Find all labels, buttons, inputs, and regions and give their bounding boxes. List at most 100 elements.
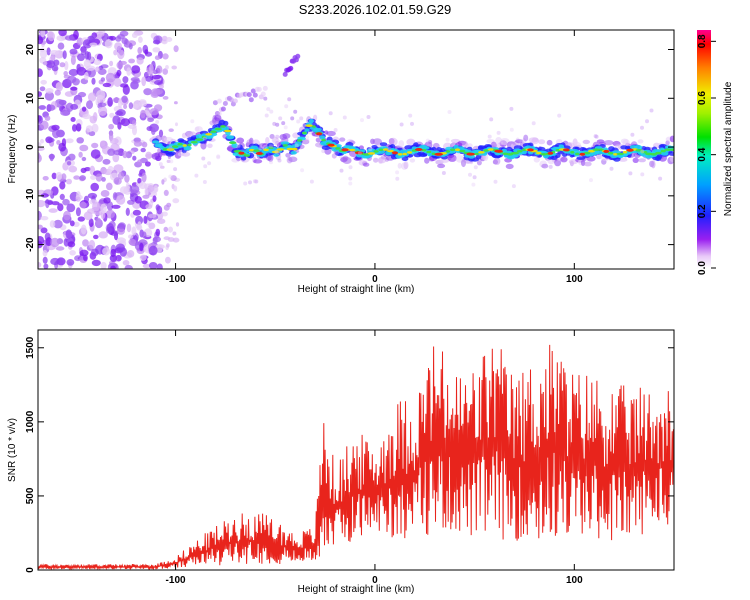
track-core-cell [378,148,384,152]
noise-cell [589,178,593,183]
snr-x-label: Height of straight line (km) [298,584,415,595]
track-core-cell [575,152,580,156]
track-halo-cell [531,137,539,145]
noise-cell [42,256,48,264]
noise-cell [51,172,57,180]
spectrogram-cells [38,30,674,269]
noise-cell [182,152,187,157]
noise-cell [88,131,96,137]
track-core-cell [301,131,307,135]
track-cell [314,127,322,132]
noise-cell [473,165,478,170]
noise-cell [499,141,504,146]
noise-cell [73,30,79,40]
noise-cell [172,198,180,204]
track-core-cell [459,149,466,153]
branch-cell [296,119,301,124]
noise-cell [360,118,364,123]
noise-cell [79,144,89,152]
track-halo-cell [584,161,592,167]
noise-cell [328,111,333,116]
noise-cell [487,134,492,139]
noise-cell [201,156,206,161]
snr-x-tick-label: 0 [372,575,378,586]
noise-cell [97,68,107,75]
noise-cell [51,124,60,131]
track-core-cell [622,150,628,154]
track-core-cell [182,144,187,147]
noise-cell [81,156,87,162]
noise-cell [148,222,156,230]
track-halo-cell [388,137,398,146]
noise-cell [147,117,155,123]
branch-cell [287,97,292,102]
noise-cell [147,213,157,219]
noise-cell [124,174,130,183]
branch-cell [220,106,226,112]
noise-cell [102,247,111,256]
noise-cell [98,231,108,239]
track-core-cell [268,146,274,149]
noise-cell [117,49,125,60]
track-core-cell [483,149,490,152]
noise-cell [156,263,163,269]
noise-cell [46,104,56,111]
track-halo-cell [466,143,473,149]
track-peak-cell [354,151,364,155]
noise-cell [79,175,86,181]
track-core-cell [635,149,644,152]
noise-cell [76,63,81,72]
noise-cell [168,128,174,132]
track-peak-cell [341,148,349,152]
branch-cell [260,91,266,97]
spectrogram-frame [37,29,675,270]
noise-cell [258,146,263,151]
noise-cell [166,243,170,248]
noise-cell [283,125,288,130]
noise-cell [126,223,132,233]
noise-cell [44,91,55,101]
noise-cell [80,167,87,174]
noise-cell [59,193,65,200]
noise-cell [78,151,83,158]
noise-cell [132,79,141,84]
noise-cell [640,172,645,177]
noise-cell [109,138,119,145]
noise-cell [43,61,48,66]
noise-cell [98,106,108,116]
noise-cell [658,176,663,181]
track-core-cell [592,148,600,151]
noise-cell [148,262,158,269]
track-halo-cell [447,154,457,162]
track-halo-cell [253,159,263,164]
track-core-cell [282,144,288,147]
noise-cell [38,200,46,208]
track-core-cell [249,148,255,152]
noise-cell [141,172,147,183]
snr-x-tick-label: -100 [166,575,186,586]
noise-cell [194,173,199,178]
noise-cell [165,256,171,264]
noise-cell [56,35,67,42]
spectrogram-y-tick-label: -10 [25,188,36,203]
track-halo-cell [282,133,291,139]
noise-cell [93,59,101,66]
track-core-cell [522,148,527,151]
noise-cell [125,207,130,216]
track-core-cell [426,150,432,154]
noise-cell [134,196,142,204]
noise-cell [68,68,79,77]
noise-cell [60,109,71,116]
spectrogram-x-tick-label: 100 [566,274,583,285]
noise-cell [152,47,161,53]
noise-cell [83,254,88,262]
track-core-cell [321,138,326,142]
noise-cell [42,176,49,181]
noise-cell [91,77,96,85]
track-core-cell [296,139,303,142]
branch-cell [228,97,234,103]
noise-cell [471,182,476,187]
track-core-cell [382,148,389,151]
noise-cell [54,89,61,96]
track-halo-cell [560,156,568,163]
